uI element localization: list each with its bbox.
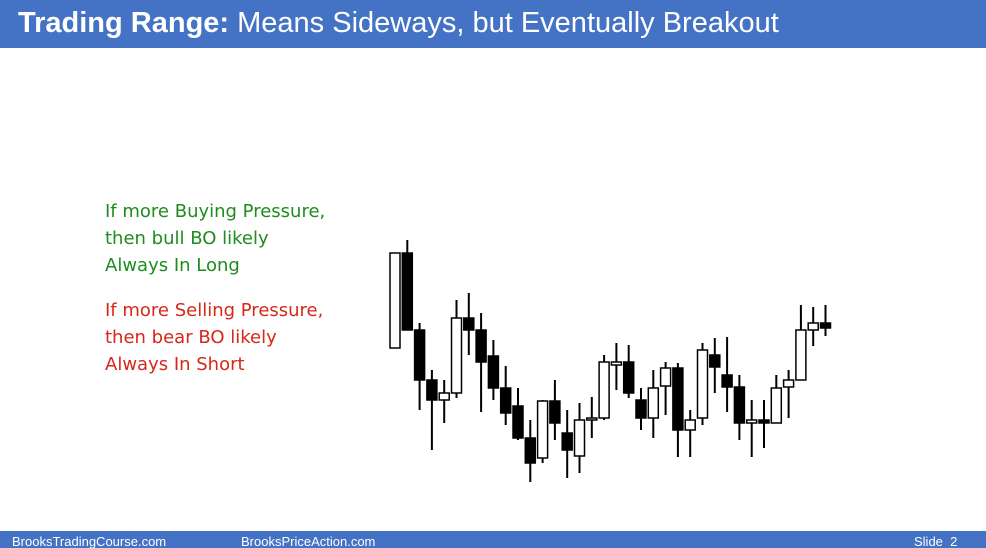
candle-body bbox=[770, 387, 783, 424]
bear-note: If more Selling Pressure, then bear BO l… bbox=[105, 297, 323, 378]
note-line: Always In Long bbox=[105, 255, 240, 276]
candle-body bbox=[807, 322, 819, 331]
candle-body bbox=[549, 400, 561, 424]
candle-body bbox=[684, 419, 696, 431]
candle-body bbox=[426, 379, 438, 401]
candle-body bbox=[463, 317, 475, 331]
slide-number: Slide 2 bbox=[914, 534, 958, 548]
candle-body bbox=[512, 405, 524, 439]
note-line: If more Selling Pressure, bbox=[105, 300, 324, 321]
candle-body bbox=[610, 361, 623, 366]
candle-body bbox=[438, 392, 450, 401]
candle-body bbox=[696, 349, 709, 419]
candle-body bbox=[659, 367, 672, 387]
footer-center: BrooksPriceAction.com bbox=[241, 534, 376, 548]
candle-body bbox=[413, 329, 426, 381]
candle-body bbox=[573, 419, 586, 457]
candle-body bbox=[758, 419, 770, 424]
note-line: Always In Short bbox=[105, 354, 245, 375]
candle-body bbox=[647, 387, 660, 419]
footer-left: BrooksTradingCourse.com bbox=[12, 534, 167, 548]
candle-body bbox=[487, 355, 500, 389]
candle-body bbox=[598, 361, 610, 419]
candle-body bbox=[475, 329, 487, 363]
candle-body bbox=[635, 399, 647, 419]
candle-body bbox=[499, 387, 512, 414]
note-line: then bull BO likely bbox=[105, 228, 269, 249]
title: Means Sideways, but Eventually Breakout bbox=[237, 7, 779, 39]
note-line: then bear BO likely bbox=[105, 327, 277, 348]
candle-body bbox=[622, 361, 635, 394]
title-bold: Trading Range: bbox=[18, 7, 230, 39]
candle-body bbox=[672, 367, 684, 431]
candle-body bbox=[709, 354, 721, 368]
candle-body bbox=[561, 432, 573, 451]
candle-body bbox=[450, 317, 463, 394]
candle-body bbox=[389, 252, 401, 349]
bull-note: If more Buying Pressure, then bull BO li… bbox=[105, 198, 325, 279]
candle-body bbox=[795, 329, 807, 381]
candle-body bbox=[721, 374, 733, 388]
candle-body bbox=[586, 417, 598, 421]
footer: BrooksTradingCourse.com BrooksPriceActio… bbox=[0, 531, 986, 548]
candle-body bbox=[536, 400, 549, 459]
candle-body bbox=[401, 252, 414, 331]
candle-body bbox=[524, 437, 537, 464]
note-line: If more Buying Pressure, bbox=[105, 201, 326, 222]
header: Trading Range: Means Sideways, but Event… bbox=[0, 0, 986, 48]
candle-body bbox=[733, 386, 746, 424]
candle-body bbox=[819, 322, 832, 329]
candle-body bbox=[782, 379, 795, 388]
candle-body bbox=[745, 419, 758, 424]
